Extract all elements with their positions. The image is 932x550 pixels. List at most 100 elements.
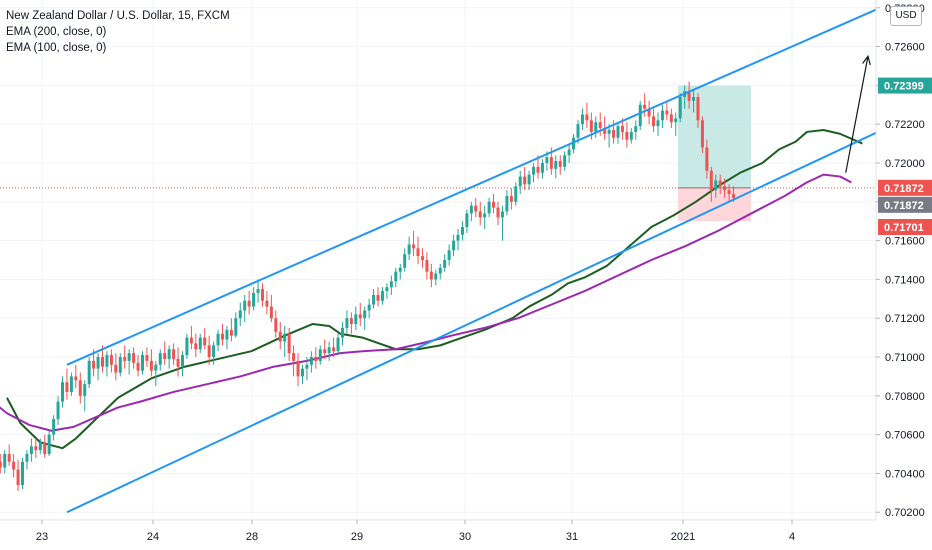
candle-body bbox=[527, 174, 531, 185]
candle-body bbox=[563, 155, 567, 167]
candle bbox=[25, 450, 29, 470]
candle-body bbox=[678, 97, 682, 119]
candle bbox=[554, 155, 558, 179]
candle-body bbox=[500, 211, 504, 218]
candle bbox=[665, 100, 669, 121]
candle bbox=[16, 459, 20, 491]
candle bbox=[567, 143, 571, 163]
candle-body bbox=[616, 126, 620, 138]
candle bbox=[700, 116, 704, 154]
candle-body bbox=[532, 166, 536, 175]
candle-body bbox=[354, 314, 358, 325]
price-label-text: 0.72399 bbox=[884, 81, 924, 93]
candle-body bbox=[323, 349, 327, 354]
candle bbox=[598, 112, 602, 136]
projection-arrow-head bbox=[862, 54, 871, 66]
candle-body bbox=[674, 118, 678, 123]
candle-body bbox=[234, 318, 238, 336]
candle bbox=[532, 162, 536, 183]
time-tick-label: 29 bbox=[351, 531, 363, 543]
candle-body bbox=[127, 353, 131, 361]
candle-body bbox=[518, 176, 522, 187]
candle-body bbox=[714, 180, 718, 191]
candle bbox=[243, 294, 247, 323]
candle-body bbox=[647, 108, 651, 117]
candle-body bbox=[34, 446, 38, 451]
candle bbox=[509, 188, 513, 210]
candle-body bbox=[465, 213, 469, 228]
candle-body bbox=[692, 97, 696, 101]
candle bbox=[536, 155, 540, 179]
candle-body bbox=[727, 190, 731, 195]
candle-body bbox=[492, 201, 496, 208]
candle bbox=[629, 128, 633, 144]
candle-body bbox=[705, 147, 709, 171]
candle bbox=[323, 339, 327, 359]
candle-body bbox=[567, 149, 571, 156]
candle bbox=[216, 329, 220, 352]
candle-body bbox=[136, 362, 140, 371]
candle bbox=[83, 380, 87, 412]
candle-body bbox=[336, 337, 340, 352]
candle bbox=[456, 228, 460, 251]
candle-body bbox=[558, 161, 562, 167]
price-tick-label: 0.70600 bbox=[885, 430, 925, 442]
price-tick-label: 0.72000 bbox=[885, 158, 925, 170]
candle-body bbox=[416, 248, 420, 257]
candle bbox=[318, 345, 322, 365]
candle-body bbox=[443, 260, 447, 268]
candle bbox=[309, 351, 313, 373]
candle-body bbox=[123, 357, 127, 361]
candle bbox=[38, 438, 42, 455]
candle bbox=[714, 174, 718, 198]
candle bbox=[74, 364, 78, 389]
candle-body bbox=[109, 355, 113, 365]
candle-body bbox=[229, 329, 233, 336]
candle-body bbox=[292, 353, 296, 361]
candle bbox=[176, 347, 180, 377]
price-tick-label: 0.71200 bbox=[885, 313, 925, 325]
candle-body bbox=[265, 300, 269, 307]
candle bbox=[709, 166, 713, 202]
candle bbox=[305, 357, 309, 381]
candle-body bbox=[572, 137, 576, 150]
candle bbox=[278, 322, 282, 350]
candle-body bbox=[652, 116, 656, 127]
candle bbox=[234, 312, 238, 338]
price-label-text: 0.71872 bbox=[884, 200, 924, 212]
candle-body bbox=[140, 355, 144, 371]
candle bbox=[692, 89, 696, 113]
candle-body bbox=[61, 382, 64, 402]
candle-body bbox=[394, 271, 398, 282]
candle-body bbox=[220, 333, 224, 340]
candle bbox=[674, 112, 678, 136]
candle-body bbox=[536, 166, 540, 173]
candle bbox=[389, 275, 393, 295]
candle bbox=[669, 108, 673, 129]
candle-body bbox=[92, 360, 96, 369]
candle bbox=[207, 335, 211, 365]
price-tick-label: 0.72600 bbox=[885, 42, 925, 54]
candle bbox=[185, 333, 189, 359]
candle bbox=[140, 351, 144, 375]
currency-button[interactable]: USD bbox=[890, 6, 922, 26]
candle-body bbox=[656, 120, 660, 127]
candle bbox=[656, 112, 660, 136]
price-label-last-price bbox=[878, 179, 932, 196]
candle bbox=[43, 434, 47, 458]
candle-body bbox=[296, 360, 300, 377]
candle-body bbox=[274, 318, 278, 332]
candle bbox=[340, 322, 344, 346]
candle-body bbox=[643, 104, 647, 109]
candle-body bbox=[625, 131, 629, 140]
candle bbox=[167, 345, 171, 369]
candle-body bbox=[114, 364, 118, 373]
candle bbox=[229, 318, 233, 342]
candle-body bbox=[56, 401, 60, 420]
candle bbox=[105, 351, 109, 377]
candle bbox=[527, 170, 531, 191]
candle-body bbox=[700, 120, 704, 148]
candle-body bbox=[607, 130, 611, 134]
candle-body bbox=[154, 364, 158, 371]
